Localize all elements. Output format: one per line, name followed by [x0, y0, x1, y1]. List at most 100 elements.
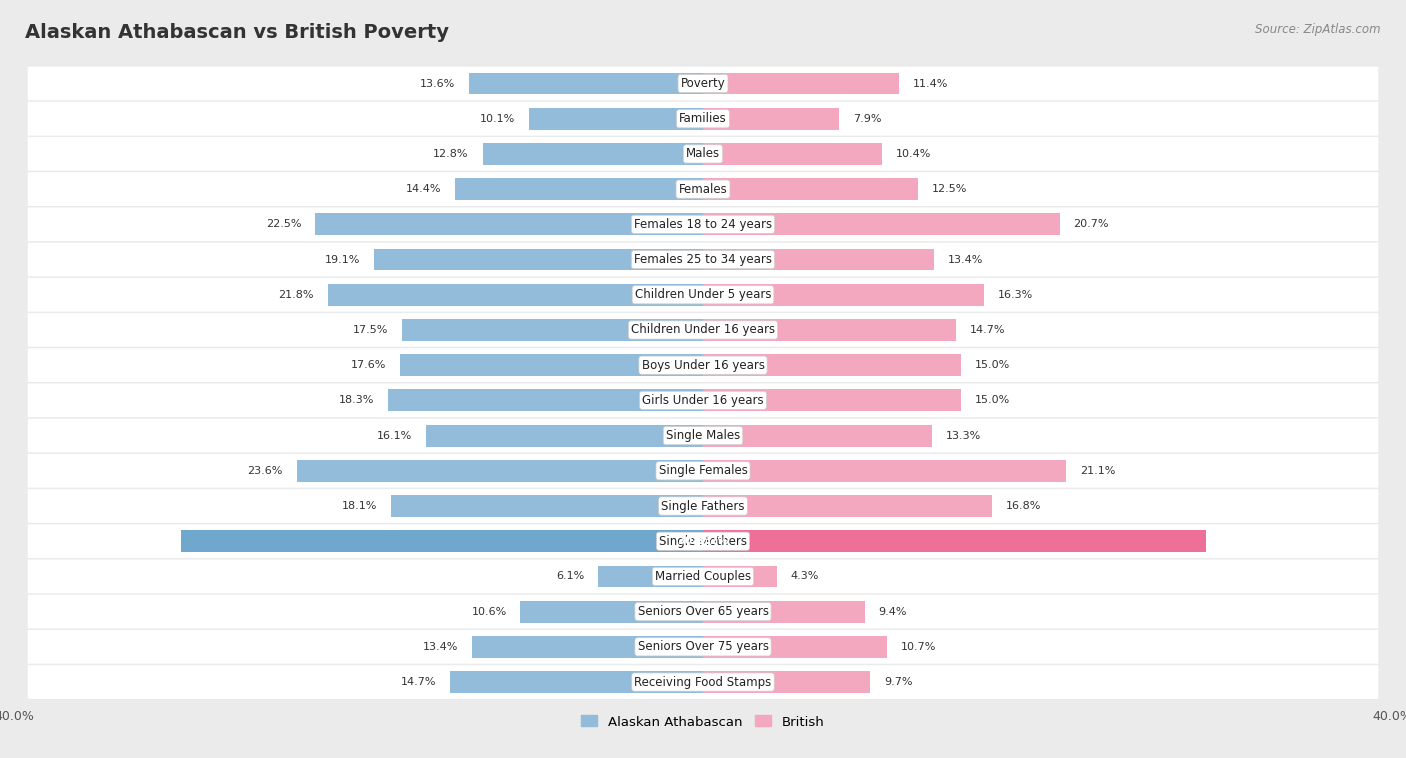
Text: 13.4%: 13.4%: [948, 255, 983, 265]
Bar: [703, 354, 962, 376]
Text: 14.7%: 14.7%: [401, 677, 436, 687]
Bar: [703, 424, 932, 446]
Bar: [703, 214, 1060, 235]
Text: 9.7%: 9.7%: [884, 677, 912, 687]
Bar: [703, 390, 962, 412]
Bar: [315, 214, 703, 235]
FancyBboxPatch shape: [28, 277, 1378, 312]
FancyBboxPatch shape: [28, 454, 1378, 487]
Text: Single Females: Single Females: [658, 465, 748, 478]
Bar: [703, 531, 1206, 552]
Bar: [374, 249, 703, 271]
Bar: [703, 108, 839, 130]
FancyBboxPatch shape: [28, 207, 1378, 242]
Text: 21.1%: 21.1%: [1080, 466, 1115, 476]
FancyBboxPatch shape: [28, 348, 1378, 382]
Text: Seniors Over 75 years: Seniors Over 75 years: [637, 641, 769, 653]
Bar: [402, 319, 703, 341]
Text: 13.3%: 13.3%: [946, 431, 981, 440]
Text: Families: Families: [679, 112, 727, 125]
Bar: [482, 143, 703, 164]
FancyBboxPatch shape: [28, 595, 1378, 628]
Text: 22.5%: 22.5%: [266, 219, 302, 230]
Text: 16.1%: 16.1%: [377, 431, 412, 440]
Bar: [426, 424, 703, 446]
FancyBboxPatch shape: [28, 136, 1378, 171]
Bar: [703, 178, 918, 200]
Bar: [388, 390, 703, 412]
FancyBboxPatch shape: [28, 383, 1378, 418]
Text: 10.1%: 10.1%: [479, 114, 515, 124]
Bar: [520, 601, 703, 622]
Bar: [703, 460, 1066, 482]
FancyBboxPatch shape: [28, 243, 1378, 277]
FancyBboxPatch shape: [28, 102, 1378, 136]
Text: 20.7%: 20.7%: [1073, 219, 1109, 230]
FancyBboxPatch shape: [28, 630, 1378, 664]
Bar: [703, 565, 778, 587]
Text: 14.4%: 14.4%: [406, 184, 441, 194]
FancyBboxPatch shape: [28, 172, 1378, 206]
FancyBboxPatch shape: [28, 66, 1378, 101]
FancyBboxPatch shape: [28, 313, 1378, 347]
Text: Source: ZipAtlas.com: Source: ZipAtlas.com: [1256, 23, 1381, 36]
Bar: [297, 460, 703, 482]
Bar: [703, 636, 887, 658]
FancyBboxPatch shape: [28, 208, 1378, 241]
FancyBboxPatch shape: [28, 524, 1378, 559]
Bar: [456, 178, 703, 200]
Text: 16.3%: 16.3%: [997, 290, 1033, 299]
Text: 12.5%: 12.5%: [932, 184, 967, 194]
Text: 19.1%: 19.1%: [325, 255, 360, 265]
Text: 14.7%: 14.7%: [970, 325, 1005, 335]
FancyBboxPatch shape: [28, 242, 1378, 277]
FancyBboxPatch shape: [28, 665, 1378, 700]
Text: 23.6%: 23.6%: [247, 466, 283, 476]
FancyBboxPatch shape: [28, 594, 1378, 629]
Text: Children Under 5 years: Children Under 5 years: [634, 288, 772, 301]
Bar: [181, 531, 703, 552]
FancyBboxPatch shape: [28, 101, 1378, 136]
FancyBboxPatch shape: [28, 525, 1378, 558]
Text: 15.0%: 15.0%: [976, 360, 1011, 370]
Text: 18.3%: 18.3%: [339, 396, 374, 406]
Bar: [450, 671, 703, 693]
FancyBboxPatch shape: [28, 559, 1378, 594]
Bar: [328, 283, 703, 305]
Text: 9.4%: 9.4%: [879, 606, 907, 617]
FancyBboxPatch shape: [28, 137, 1378, 171]
FancyBboxPatch shape: [28, 666, 1378, 699]
Text: 6.1%: 6.1%: [555, 572, 583, 581]
Bar: [391, 495, 703, 517]
FancyBboxPatch shape: [28, 418, 1378, 453]
FancyBboxPatch shape: [28, 488, 1378, 524]
Text: 4.3%: 4.3%: [790, 572, 820, 581]
Text: Females 25 to 34 years: Females 25 to 34 years: [634, 253, 772, 266]
Text: 10.6%: 10.6%: [471, 606, 506, 617]
Bar: [598, 565, 703, 587]
Text: 17.5%: 17.5%: [353, 325, 388, 335]
Text: Receiving Food Stamps: Receiving Food Stamps: [634, 675, 772, 688]
Bar: [399, 354, 703, 376]
FancyBboxPatch shape: [28, 559, 1378, 594]
Text: Single Males: Single Males: [666, 429, 740, 442]
Text: 17.6%: 17.6%: [350, 360, 387, 370]
FancyBboxPatch shape: [28, 384, 1378, 418]
Bar: [703, 73, 900, 95]
Text: Boys Under 16 years: Boys Under 16 years: [641, 359, 765, 371]
Bar: [703, 495, 993, 517]
FancyBboxPatch shape: [28, 629, 1378, 665]
Text: 29.2%: 29.2%: [690, 536, 728, 547]
Text: 10.4%: 10.4%: [896, 149, 931, 159]
Bar: [703, 601, 865, 622]
Text: Poverty: Poverty: [681, 77, 725, 90]
Text: Children Under 16 years: Children Under 16 years: [631, 324, 775, 337]
FancyBboxPatch shape: [28, 67, 1378, 100]
Text: Alaskan Athabascan vs British Poverty: Alaskan Athabascan vs British Poverty: [25, 23, 450, 42]
Bar: [703, 249, 934, 271]
FancyBboxPatch shape: [28, 171, 1378, 207]
Text: 12.8%: 12.8%: [433, 149, 468, 159]
Text: Single Fathers: Single Fathers: [661, 500, 745, 512]
Text: Girls Under 16 years: Girls Under 16 years: [643, 394, 763, 407]
Text: Married Couples: Married Couples: [655, 570, 751, 583]
